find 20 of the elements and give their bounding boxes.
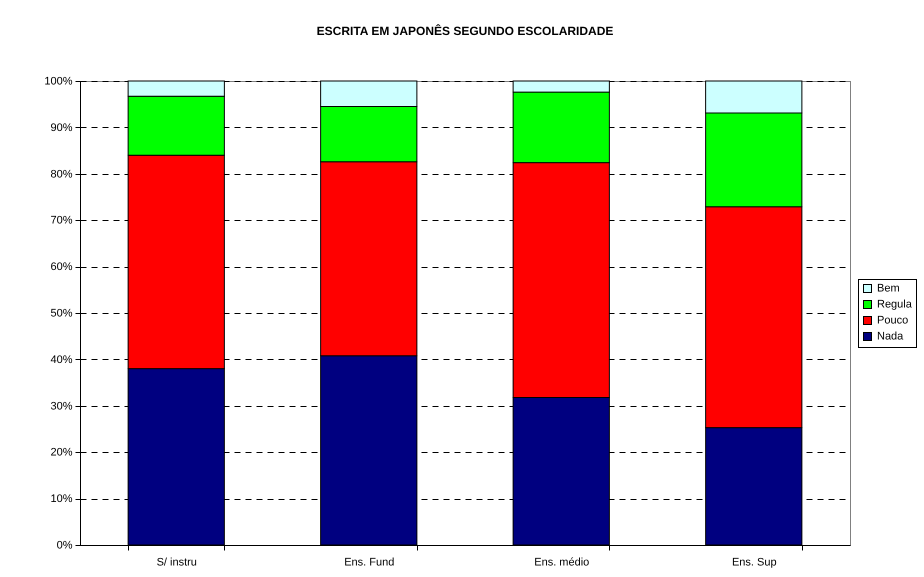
y-tick-label: 50% — [50, 308, 73, 320]
y-tick-label: 80% — [50, 168, 73, 180]
y-tick-label: 70% — [50, 214, 73, 227]
y-tick-label: 40% — [50, 354, 73, 366]
y-tick-label: 100% — [44, 76, 73, 88]
x-tick-label: Ens. Sup — [732, 556, 777, 568]
legend-label: Nada — [877, 330, 904, 342]
legend-label: Pouco — [877, 314, 908, 326]
y-tick-label: 30% — [50, 400, 73, 412]
legend-label: Bem — [877, 282, 900, 294]
y-tick-label: 60% — [50, 261, 73, 274]
y-tick-label: 0% — [56, 540, 73, 552]
y-tick-label: 10% — [50, 493, 73, 506]
legend-label: Regula — [877, 298, 913, 310]
x-tick-label: S/ instru — [156, 556, 197, 568]
chart-title: ESCRITA EM JAPONÊS SEGUNDO ESCOLARIDADE — [316, 24, 614, 38]
y-tick-label: 20% — [50, 446, 73, 459]
x-tick-label: Ens. Fund — [344, 556, 394, 568]
x-tick-label: Ens. médio — [534, 556, 590, 568]
y-tick-label: 90% — [50, 122, 73, 134]
